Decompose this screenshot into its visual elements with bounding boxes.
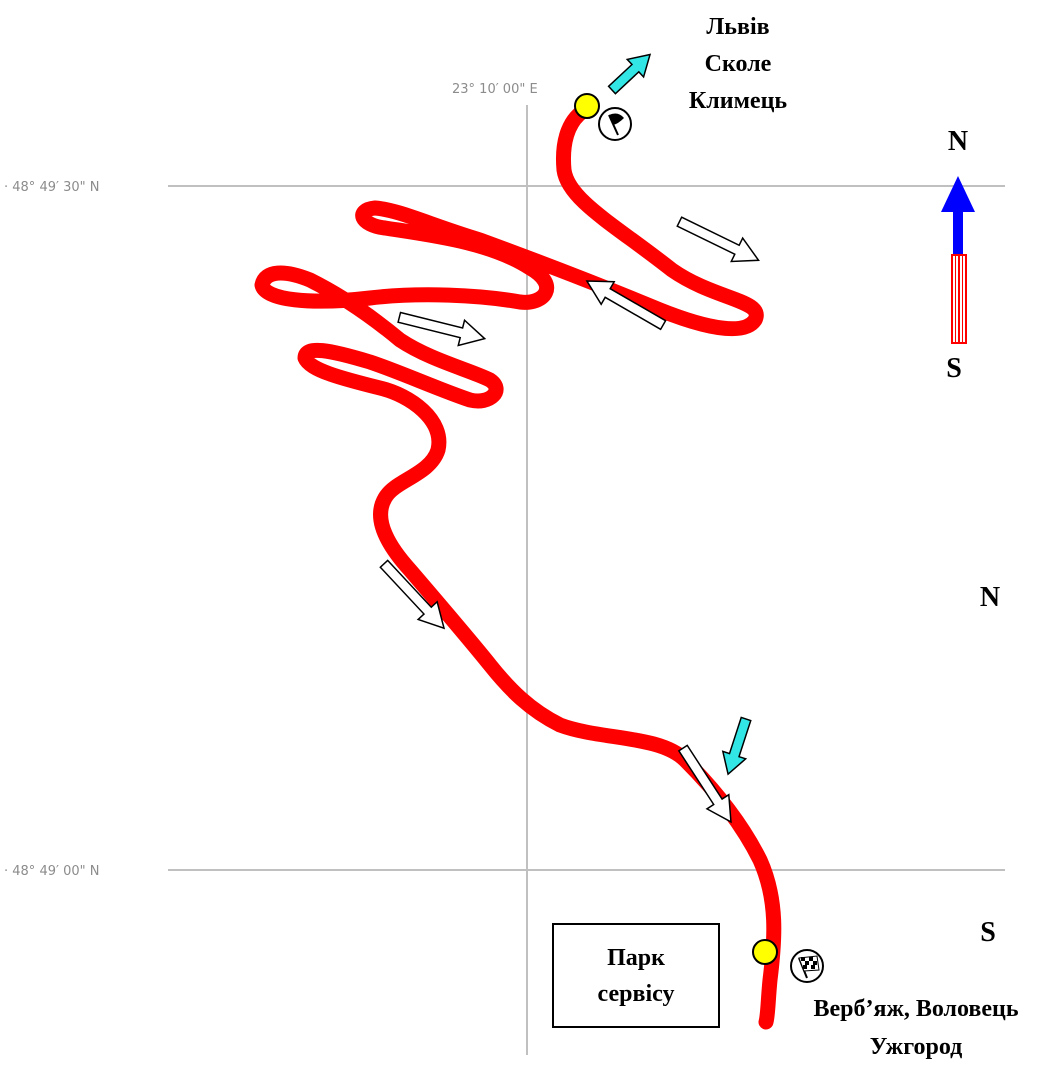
start-destinations: Львів Сколе Климець [689,14,788,114]
north-arrow-icon [941,176,975,255]
compass-text-south: S [980,917,996,948]
finish-exit-arrow [721,716,752,776]
finish-point [752,939,778,965]
service-park-label: сервісу [598,981,675,1007]
checkered-flag-icon [790,949,824,983]
direction-arrow [397,311,487,347]
compass-text-north: N [980,582,1000,613]
start-exit-arrow [607,53,652,95]
coordinate-grid [168,105,1005,1055]
direction-arrow [379,559,446,630]
direction-arrow [677,744,732,824]
direction-arrow [585,280,667,331]
service-park-box: Парк сервісу [552,923,720,1028]
compass-north-label: N [948,126,968,157]
service-park-label: Парк [607,945,665,971]
finish-destination: Верб’яж, Воловець [813,996,1018,1022]
finish-destinations: Верб’яж, Воловець Ужгород [813,996,1018,1060]
black-flag-icon [598,107,632,141]
longitude-label: 23° 10′ 00" E [452,82,538,97]
compass-arrow: N S [941,126,975,384]
latitude-bottom-label: · 48° 49′ 00" N [4,864,99,879]
start-destination: Сколе [705,51,772,77]
start-point [574,93,600,119]
stage-route [254,100,782,1030]
direction-arrows [379,216,760,824]
latitude-top-label: · 48° 49′ 30" N [4,180,99,195]
start-destination: Львів [706,14,769,40]
compass-south-label: S [946,353,962,384]
start-destination: Климець [689,88,788,114]
finish-destination: Ужгород [870,1034,963,1060]
direction-arrow [676,216,760,263]
